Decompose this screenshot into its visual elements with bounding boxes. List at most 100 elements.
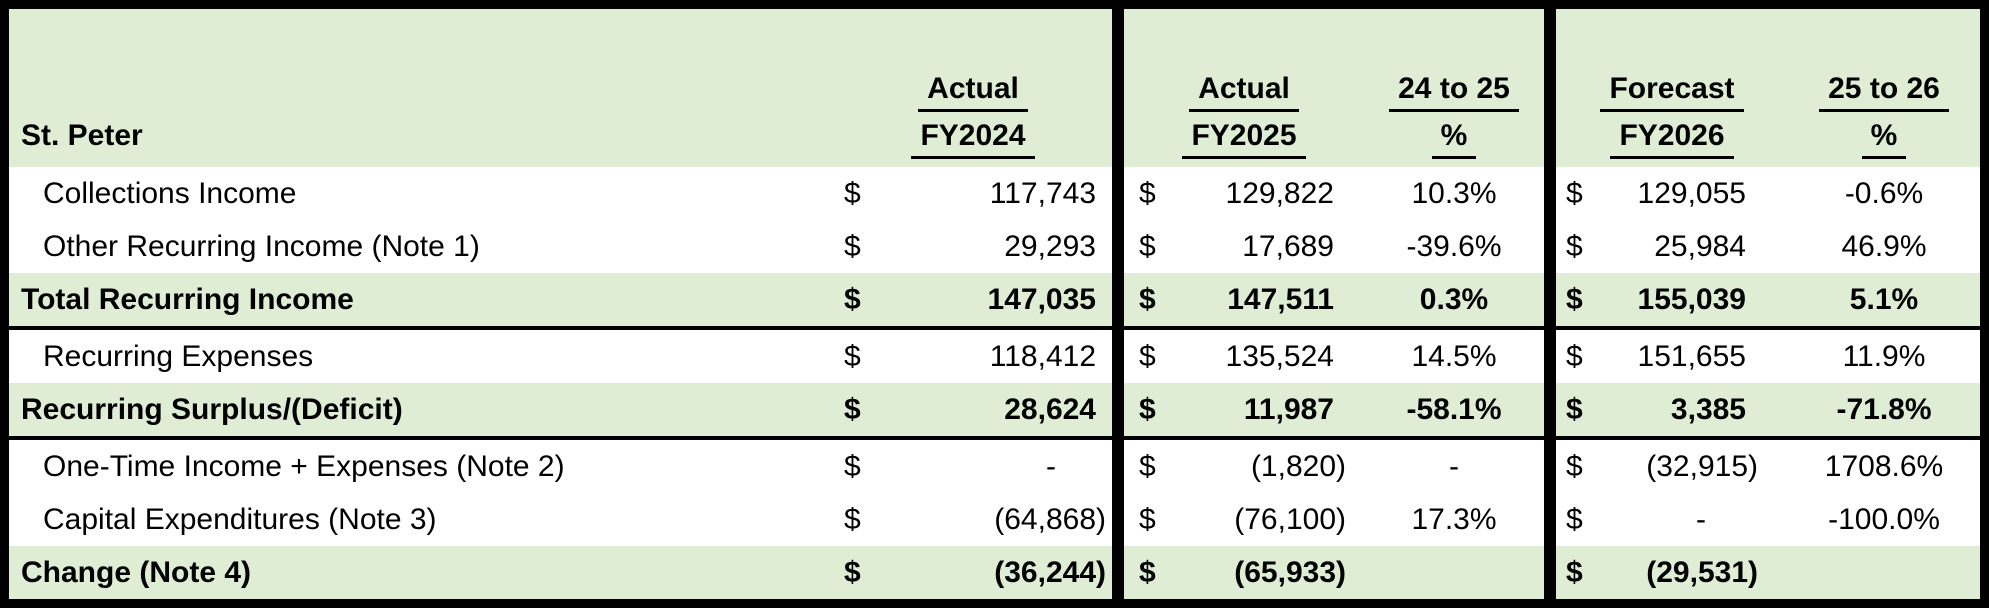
cell-pct-25-to-26: -0.6% (1844, 176, 1924, 210)
vertical-divider (1544, 330, 1556, 383)
cell-fy2024: $ - (834, 440, 1112, 493)
amount-value: 28,624 (1004, 392, 1096, 426)
currency-symbol: $ (1139, 229, 1156, 263)
vertical-divider (1112, 546, 1124, 599)
currency-symbol: $ (1566, 449, 1583, 483)
amount-value: 117,743 (989, 176, 1096, 210)
cell-fy2026: $129,055 (1556, 167, 1788, 220)
cell-fy2026: $ (29,531) (1556, 546, 1788, 599)
vertical-divider (1112, 330, 1124, 383)
header-actual-fy2024-line1: Actual (918, 69, 1028, 112)
currency-symbol: $ (1566, 502, 1583, 536)
cell-pct-25-to-26: -71.8% (1836, 392, 1932, 426)
header-pct-25-to-26-line2: % (1861, 116, 1907, 159)
header-forecast-fy2026-line2: FY2026 (1610, 116, 1734, 159)
currency-symbol: $ (1139, 339, 1156, 373)
row-collections-income: Collections Income $117,743 $129,822 10.… (9, 167, 1980, 220)
row-label: Recurring Expenses (43, 339, 314, 373)
row-recurring-expenses: Recurring Expenses $118,412 $135,524 14.… (9, 330, 1980, 383)
header-actual-fy2025: Actual FY2025 (1124, 9, 1364, 167)
header-pct-24-to-25-line2: % (1431, 116, 1477, 159)
amount-value: (29,531) (1646, 555, 1758, 589)
cell-fy2026: $25,984 (1556, 220, 1788, 273)
amount-value: (32,915) (1646, 449, 1758, 483)
cell-fy2024: $ (36,244) (834, 546, 1112, 599)
vertical-divider (1544, 383, 1556, 436)
currency-symbol: $ (1139, 392, 1156, 426)
amount-value: 129,055 (1637, 176, 1746, 210)
header-actual-fy2025-line2: FY2025 (1182, 116, 1306, 159)
amount-value: 29,293 (1004, 229, 1096, 263)
vertical-divider (1544, 546, 1556, 599)
currency-symbol: $ (1566, 555, 1583, 589)
vertical-divider (1112, 493, 1124, 546)
row-other-recurring-income: Other Recurring Income (Note 1) $29,293 … (9, 220, 1980, 273)
row-label: One-Time Income + Expenses (Note 2) (43, 449, 565, 483)
cell-fy2025: $ (1,820) (1124, 440, 1364, 493)
vertical-divider (1544, 167, 1556, 220)
vertical-divider (1112, 273, 1124, 326)
amount-value: (36,244) (994, 555, 1106, 589)
cell-fy2026: $155,039 (1556, 273, 1788, 326)
currency-symbol: $ (844, 282, 861, 316)
row-one-time-income-expenses: One-Time Income + Expenses (Note 2) $ - $… (9, 440, 1980, 493)
header-forecast-fy2026-line1: Forecast (1600, 69, 1744, 112)
currency-symbol: $ (1139, 282, 1156, 316)
amount-value: 129,822 (1225, 176, 1334, 210)
amount-value: (65,933) (1234, 555, 1346, 589)
row-label: Capital Expenditures (Note 3) (43, 502, 437, 536)
header-pct-25-to-26-line1: 25 to 26 (1819, 69, 1949, 112)
cell-fy2025: $17,689 (1124, 220, 1364, 273)
header-pct-25-to-26: 25 to 26 % (1788, 9, 1980, 167)
currency-symbol: $ (1566, 229, 1583, 263)
amount-value: 17,689 (1242, 229, 1334, 263)
row-label: Total Recurring Income (21, 282, 354, 316)
currency-symbol: $ (844, 555, 861, 589)
currency-symbol: $ (1566, 282, 1583, 316)
page-title: St. Peter (21, 119, 143, 152)
currency-symbol: $ (1139, 502, 1156, 536)
vertical-divider (1544, 440, 1556, 493)
vertical-divider (1112, 220, 1124, 273)
cell-pct-24-to-25 (1364, 546, 1544, 599)
header-pct-24-to-25: 24 to 25 % (1364, 9, 1544, 167)
vertical-divider (1112, 440, 1124, 493)
cell-fy2026: $3,385 (1556, 383, 1788, 436)
cell-pct-25-to-26: -100.0% (1828, 502, 1940, 536)
vertical-divider (1544, 493, 1556, 546)
header-actual-fy2024-line2: FY2024 (911, 116, 1035, 159)
cell-fy2025: $129,822 (1124, 167, 1364, 220)
currency-symbol: $ (1566, 176, 1583, 210)
cell-pct-25-to-26: 1708.6% (1824, 449, 1944, 483)
row-change: Change (Note 4) $ (36,244) $ (65,933) $ (29… (9, 546, 1980, 599)
currency-symbol: $ (844, 176, 861, 210)
table-header-row: St. Peter Actual FY2024 Actual FY2025 24… (9, 9, 1980, 167)
currency-symbol: $ (844, 449, 861, 483)
amount-value: 25,984 (1654, 229, 1746, 263)
vertical-divider (1112, 383, 1124, 436)
cell-pct-24-to-25: 14.5% (1411, 339, 1497, 373)
amount-value: 11,987 (1243, 392, 1334, 426)
amount-value: (64,868) (994, 502, 1106, 536)
amount-value: 155,039 (1637, 282, 1746, 316)
header-actual-fy2025-line1: Actual (1189, 69, 1299, 112)
cell-fy2024: $28,624 (834, 383, 1112, 436)
cell-fy2024: $ (64,868) (834, 493, 1112, 546)
vertical-divider (1112, 9, 1124, 167)
amount-value: 147,511 (1227, 282, 1334, 316)
currency-symbol: $ (844, 392, 861, 426)
row-total-recurring-income: Total Recurring Income $147,035 $147,511… (9, 273, 1980, 326)
amount-value: 147,035 (987, 282, 1096, 316)
currency-symbol: $ (1566, 339, 1583, 373)
cell-pct-24-to-25: 17.3% (1411, 502, 1497, 536)
amount-value: 118,412 (989, 339, 1096, 373)
cell-fy2025: $147,511 (1124, 273, 1364, 326)
cell-pct-24-to-25: - (1449, 449, 1459, 483)
cell-fy2024: $118,412 (834, 330, 1112, 383)
cell-pct-25-to-26: 46.9% (1841, 229, 1927, 263)
cell-pct-25-to-26: 5.1% (1849, 282, 1919, 316)
cell-fy2024: $117,743 (834, 167, 1112, 220)
cell-pct-24-to-25: -58.1% (1406, 392, 1502, 426)
cell-fy2025: $ (65,933) (1124, 546, 1364, 599)
